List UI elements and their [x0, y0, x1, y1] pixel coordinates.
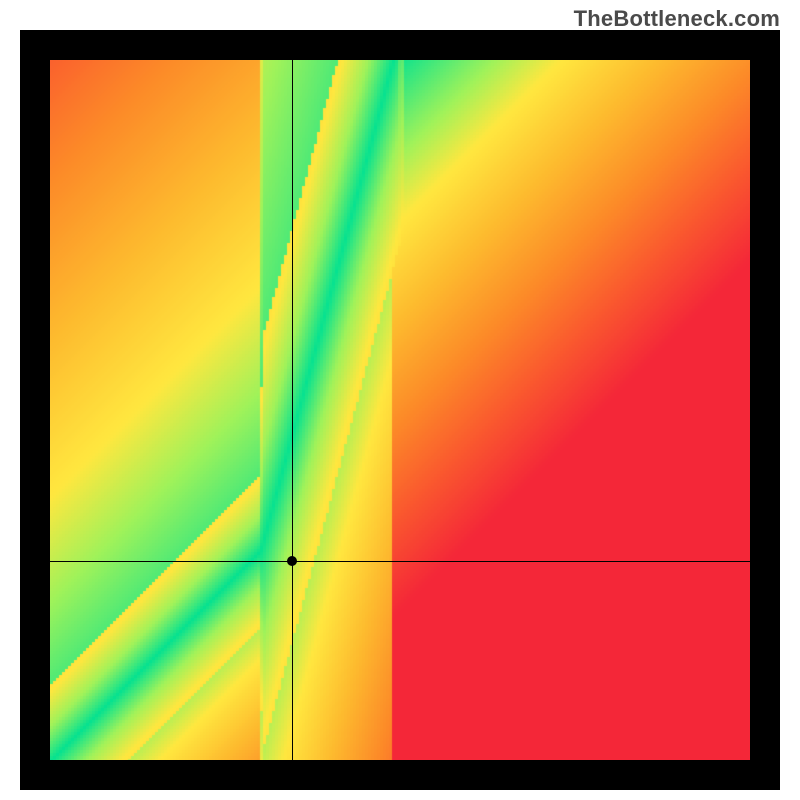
crosshair-marker[interactable]	[287, 556, 297, 566]
heatmap-canvas	[50, 60, 750, 760]
watermark: TheBottleneck.com	[574, 6, 780, 32]
crosshair-horizontal	[50, 561, 750, 562]
heatmap-plot	[20, 30, 780, 790]
crosshair-vertical	[292, 60, 293, 760]
